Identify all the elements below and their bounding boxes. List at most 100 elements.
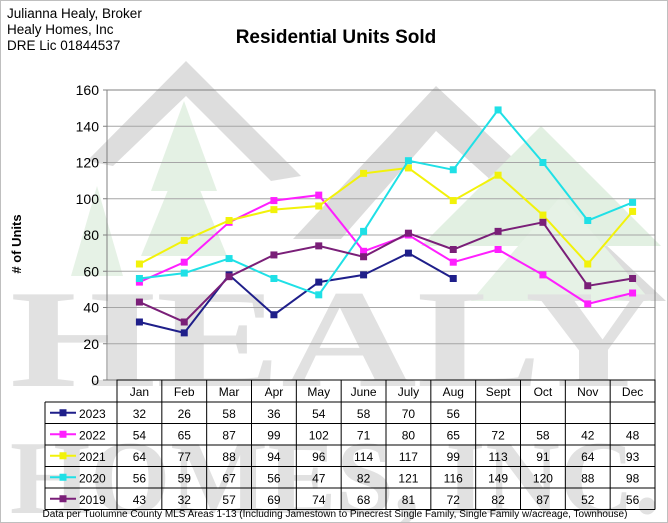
y-tick-label: 20 bbox=[83, 336, 99, 352]
data-point-2022 bbox=[629, 289, 637, 297]
data-point-2021 bbox=[180, 236, 188, 244]
y-tick-label: 100 bbox=[76, 191, 100, 207]
table-value-2023: 58 bbox=[357, 407, 371, 421]
data-point-2023 bbox=[270, 311, 278, 319]
data-point-2019 bbox=[404, 229, 412, 237]
data-point-2019 bbox=[360, 253, 368, 261]
legend-label-2023: 2023 bbox=[79, 407, 106, 421]
x-tick-label: Mar bbox=[219, 385, 240, 399]
x-tick-label: July bbox=[398, 385, 419, 399]
table-value-2022: 58 bbox=[536, 428, 550, 442]
y-tick-label: 120 bbox=[76, 155, 100, 171]
data-point-2021 bbox=[629, 207, 637, 215]
series-line-2022 bbox=[138, 194, 633, 305]
data-point-2021 bbox=[225, 217, 233, 224]
x-tick-label: June bbox=[351, 385, 377, 399]
table-value-2020: 56 bbox=[267, 471, 281, 485]
table-value-2020: 56 bbox=[133, 471, 147, 485]
series-line-2021 bbox=[138, 166, 634, 266]
data-point-2023 bbox=[180, 329, 188, 337]
data-point-2022 bbox=[494, 246, 502, 253]
data-point-2020 bbox=[539, 159, 547, 166]
data-point-2020 bbox=[180, 269, 188, 277]
y-tick-label: 160 bbox=[76, 82, 100, 98]
data-point-2022 bbox=[315, 191, 323, 199]
data-point-2021 bbox=[360, 169, 368, 177]
y-tick-label: 60 bbox=[83, 263, 99, 279]
table-value-2022: 54 bbox=[133, 428, 147, 442]
data-point-2023 bbox=[315, 278, 323, 286]
data-point-2023 bbox=[404, 249, 412, 257]
data-point-2019 bbox=[584, 282, 592, 290]
table-value-2020: 59 bbox=[178, 471, 192, 485]
broker-name: Julianna Healy, Broker bbox=[7, 6, 142, 21]
data-point-2019 bbox=[225, 273, 233, 281]
chart-title: Residential Units Sold bbox=[235, 27, 437, 48]
y-tick-label: 0 bbox=[91, 372, 99, 388]
data-point-2021 bbox=[315, 202, 323, 210]
table-value-2020: 121 bbox=[398, 471, 418, 485]
table-value-2021: 91 bbox=[536, 450, 550, 464]
table-value-2022: 65 bbox=[178, 428, 192, 442]
data-point-2020 bbox=[494, 106, 502, 114]
table-value-2022: 99 bbox=[267, 428, 281, 442]
table-value-2022: 65 bbox=[447, 428, 461, 442]
table-value-2019: 82 bbox=[491, 493, 505, 507]
table-value-2021: 114 bbox=[354, 450, 373, 464]
data-point-2022 bbox=[135, 278, 143, 286]
data-point-2019 bbox=[539, 218, 547, 226]
table-value-2019: 81 bbox=[402, 493, 416, 507]
license-number: DRE Lic 01844537 bbox=[7, 38, 121, 53]
table-value-2019: 87 bbox=[536, 493, 550, 507]
table-value-2020: 98 bbox=[626, 471, 640, 485]
data-point-2022 bbox=[270, 197, 278, 205]
data-point-2020 bbox=[135, 275, 143, 282]
table-value-2020: 116 bbox=[444, 471, 463, 485]
x-tick-label: Sept bbox=[486, 385, 511, 399]
table-value-2023: 58 bbox=[222, 407, 236, 421]
data-point-2021 bbox=[270, 206, 278, 214]
table-value-2020: 88 bbox=[581, 471, 595, 485]
data-point-2019 bbox=[449, 246, 457, 253]
table-value-2019: 43 bbox=[133, 493, 147, 507]
table-value-2020: 82 bbox=[357, 471, 371, 485]
x-tick-label: May bbox=[307, 385, 330, 399]
data-point-2019 bbox=[494, 227, 502, 235]
watermark-text-homes: HOMES, INC. bbox=[10, 419, 660, 523]
table-value-2023: 54 bbox=[312, 407, 326, 421]
x-tick-label: Oct bbox=[534, 385, 553, 399]
x-tick-label: Feb bbox=[174, 385, 195, 399]
data-point-2020 bbox=[449, 166, 457, 174]
table-value-2023: 32 bbox=[133, 407, 147, 421]
data-point-2020 bbox=[404, 157, 412, 165]
table-value-2019: 72 bbox=[447, 493, 461, 507]
table-value-2022: 102 bbox=[309, 428, 329, 442]
table-value-2019: 68 bbox=[357, 493, 371, 507]
x-tick-label: Aug bbox=[443, 385, 464, 399]
data-point-2023 bbox=[449, 275, 457, 282]
data-point-2022 bbox=[539, 271, 547, 279]
x-tick-label: Jan bbox=[130, 385, 149, 399]
data-point-2020 bbox=[584, 217, 592, 224]
series-line-2023 bbox=[139, 251, 454, 335]
table-value-2020: 120 bbox=[533, 471, 553, 485]
table-value-2021: 96 bbox=[312, 450, 326, 464]
table-value-2021: 117 bbox=[399, 450, 418, 464]
data-point-2019 bbox=[315, 242, 323, 250]
table-value-2021: 99 bbox=[447, 450, 461, 464]
data-point-2020 bbox=[629, 198, 637, 206]
watermark-text-healy: HEALY bbox=[10, 262, 660, 417]
legend-label-2020: 2020 bbox=[79, 471, 106, 485]
table-value-2022: 72 bbox=[491, 428, 505, 442]
legend-label-2022: 2022 bbox=[79, 428, 106, 442]
table-value-2022: 80 bbox=[402, 428, 416, 442]
x-tick-label: Nov bbox=[577, 385, 598, 399]
table-value-2019: 74 bbox=[312, 493, 326, 507]
legend-marker-2019 bbox=[59, 495, 67, 503]
data-point-2021 bbox=[449, 197, 457, 205]
table-value-2020: 67 bbox=[222, 471, 236, 485]
data-point-2020 bbox=[225, 255, 233, 263]
table-value-2022: 42 bbox=[581, 428, 595, 442]
